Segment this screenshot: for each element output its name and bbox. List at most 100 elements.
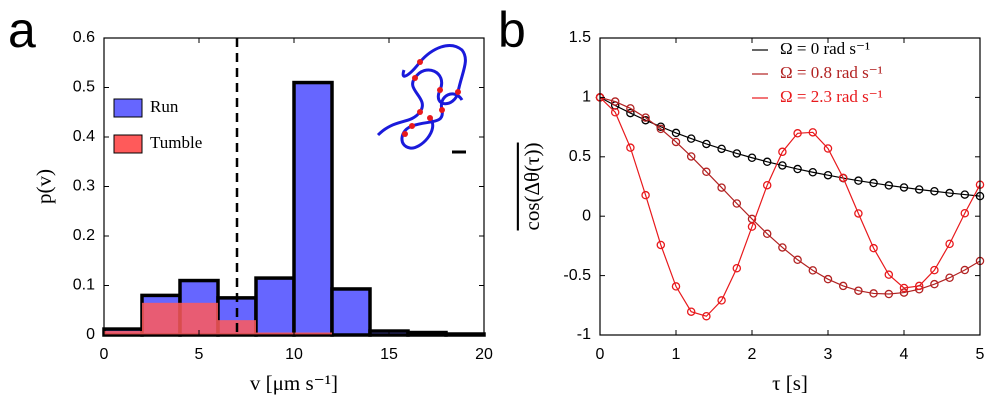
x-tick-label: 20: [475, 346, 493, 363]
legend-label: Tumble: [150, 133, 202, 152]
x-axis-label: τ [s]: [772, 371, 808, 395]
histogram-bar: [180, 302, 218, 335]
x-tick-label: 0: [596, 346, 605, 363]
data-point: [762, 180, 772, 190]
data-point: [702, 139, 711, 149]
data-point: [656, 240, 666, 250]
data-point: [686, 134, 696, 143]
data-point: [838, 173, 848, 183]
data-point: [869, 243, 878, 253]
legend-label: Ω = 0.8 rad s⁻¹: [780, 63, 883, 82]
data-point: [671, 128, 681, 138]
y-tick-label: 1: [582, 89, 591, 106]
data-point: [945, 188, 954, 198]
legend-label: Ω = 0 rad s⁻¹: [780, 39, 870, 58]
y-tick-label: 1.5: [569, 29, 591, 46]
data-point: [747, 222, 757, 231]
data-point: [823, 144, 833, 153]
x-tick-label: 10: [285, 346, 303, 363]
inset-points: [402, 59, 461, 137]
y-tick-label: 0.1: [73, 277, 95, 294]
histogram-bar: [104, 331, 142, 335]
data-point: [914, 281, 924, 291]
axes-box: [599, 37, 981, 336]
histogram-bar: [254, 276, 296, 337]
data-point: [641, 190, 650, 200]
data-point: [626, 104, 635, 113]
y-axis-label: cos(Δθ(τ)): [520, 143, 544, 231]
data-point: [854, 176, 863, 185]
x-tick-label: 15: [380, 346, 398, 363]
x-tick-label: 3: [824, 346, 833, 363]
panel-label: a: [8, 2, 36, 58]
data-point: [960, 190, 970, 199]
panel-1: b Ω = 0 rad s⁻¹ Ω = 0.8 rad s⁻¹ Ω = 2.3 rad…: [498, 2, 985, 395]
data-point: [732, 149, 742, 158]
panel-label: b: [498, 2, 526, 58]
data-point: [808, 266, 818, 275]
data-point: [914, 185, 924, 194]
data-point: [869, 178, 878, 188]
data-point: [793, 255, 802, 265]
data-point: [778, 243, 787, 252]
data-point: [778, 161, 787, 170]
data-point: [671, 282, 681, 291]
data-point: [854, 209, 863, 218]
data-point: [717, 183, 726, 192]
data-point: [838, 281, 848, 291]
x-axis-label: v [μm s⁻¹]: [250, 371, 338, 395]
data-point: [884, 181, 894, 190]
data-point: [945, 239, 954, 249]
data-point: [808, 167, 818, 177]
y-tick-label: 0: [86, 326, 95, 343]
series-line: [599, 96, 981, 197]
data-point: [641, 113, 650, 122]
x-tick-label: 1: [672, 346, 681, 363]
histogram-bar: [142, 302, 180, 335]
panel-0: a Run Tumble 0 5 10 15 20 0 0.1 0.2 0.3 0.4 0.5 0.6 v […: [8, 2, 493, 395]
data-point: [626, 143, 635, 152]
x-tick-label: 5: [976, 346, 985, 363]
histogram-bar: [256, 332, 294, 335]
y-tick-label: 0: [582, 207, 591, 224]
data-point: [884, 270, 894, 279]
x-tick-label: 4: [900, 346, 909, 363]
y-tick-label: -0.5: [563, 267, 591, 284]
data-point: [702, 311, 711, 321]
data-point: [778, 147, 787, 157]
y-tick-label: 0.5: [569, 148, 591, 165]
legend-swatch: [113, 98, 143, 118]
y-tick-label: 0.5: [73, 79, 95, 96]
data-point: [702, 167, 711, 177]
data-point: [686, 152, 696, 161]
data-point: [610, 108, 620, 117]
y-tick-label: 0.3: [73, 178, 95, 195]
data-point: [899, 183, 909, 192]
data-point: [762, 157, 772, 167]
data-point: [930, 279, 939, 289]
data-point: [960, 265, 970, 275]
data-point: [899, 288, 909, 297]
y-tick-label: -1: [577, 326, 591, 343]
data-point: [732, 263, 742, 273]
data-point: [732, 199, 742, 208]
data-point: [686, 307, 696, 316]
y-tick-label: 0.2: [73, 227, 95, 244]
data-point: [869, 289, 878, 298]
data-point: [945, 273, 954, 282]
y-tick-label: 0.6: [73, 29, 95, 46]
data-point: [656, 124, 666, 134]
legend-label: Ω = 2.3 rad s⁻¹: [780, 87, 883, 106]
data-point: [960, 208, 970, 218]
data-point: [823, 274, 833, 284]
data-point: [930, 187, 939, 196]
data-point: [930, 265, 939, 275]
series-line: [599, 96, 981, 317]
x-tick-label: 0: [100, 346, 109, 363]
data-point: [808, 128, 818, 137]
data-point: [762, 229, 772, 239]
y-tick-label: 0.4: [73, 128, 95, 145]
histogram-bar: [330, 287, 372, 337]
data-point: [854, 286, 863, 295]
